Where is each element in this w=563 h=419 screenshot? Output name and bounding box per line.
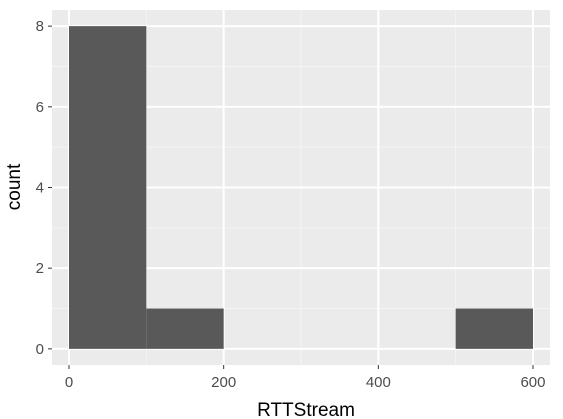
y-axis-title: count bbox=[4, 163, 25, 210]
histogram-bar bbox=[69, 26, 146, 349]
x-tick-label: 600 bbox=[520, 374, 545, 391]
y-tick-label: 0 bbox=[36, 341, 44, 358]
histogram-bar bbox=[456, 309, 533, 349]
x-axis-title: RTTStream bbox=[257, 400, 355, 419]
y-tick-label: 8 bbox=[36, 18, 44, 35]
x-tick-label: 200 bbox=[211, 374, 236, 391]
y-tick-label: 4 bbox=[36, 180, 44, 197]
histogram-bar bbox=[146, 309, 223, 349]
y-tick-label: 2 bbox=[36, 260, 44, 277]
y-tick-label: 6 bbox=[36, 99, 44, 116]
x-tick-label: 0 bbox=[65, 374, 73, 391]
x-tick-label: 400 bbox=[366, 374, 391, 391]
